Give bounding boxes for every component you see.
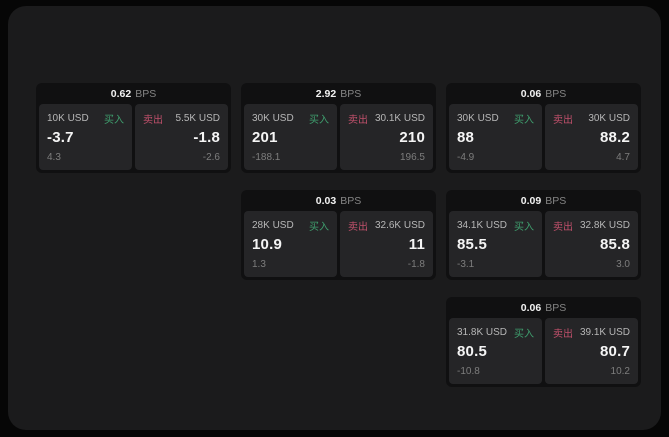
buy-size: 34.1K USD xyxy=(457,220,508,231)
sell-delta: 4.7 xyxy=(616,152,630,163)
sell-panel[interactable]: 卖出 30.1K USD 210 196.5 xyxy=(340,104,433,170)
bps-header: 0.06 BPS xyxy=(446,297,641,317)
sell-panel[interactable]: 卖出 5.5K USD -1.8 -2.6 xyxy=(135,104,228,170)
sell-panel[interactable]: 卖出 30K USD 88.2 4.7 xyxy=(545,104,638,170)
buy-panel[interactable]: 30K USD 买入 88 -4.9 xyxy=(449,104,542,170)
sell-price: -1.8 xyxy=(193,129,220,146)
buy-price: 85.5 xyxy=(457,236,487,253)
quote-card: 0.06 BPS 30K USD 买入 88 -4.9 卖出 30K USD xyxy=(446,83,641,173)
sell-price: 88.2 xyxy=(600,129,630,146)
sell-delta: -2.6 xyxy=(202,152,220,163)
bps-value: 0.06 xyxy=(520,302,542,314)
quote-card: 0.09 BPS 34.1K USD 买入 85.5 -3.1 卖出 32.8K… xyxy=(446,190,641,280)
buy-size: 30K USD xyxy=(252,113,294,124)
bps-header: 0.06 BPS xyxy=(446,83,641,103)
quote-card: 0.06 BPS 31.8K USD 买入 80.5 -10.8 卖出 39.1… xyxy=(446,297,641,387)
sell-panel[interactable]: 卖出 32.8K USD 85.8 3.0 xyxy=(545,211,638,277)
sell-size: 30.1K USD xyxy=(374,113,425,124)
sell-size: 5.5K USD xyxy=(175,113,220,124)
bps-unit-label: BPS xyxy=(545,88,567,100)
buy-panel[interactable]: 10K USD 买入 -3.7 4.3 xyxy=(39,104,132,170)
sell-price: 80.7 xyxy=(600,343,630,360)
quote-panels: 31.8K USD 买入 80.5 -10.8 卖出 39.1K USD 80.… xyxy=(446,317,641,387)
buy-price: 10.9 xyxy=(252,236,282,253)
bps-unit-label: BPS xyxy=(135,88,157,100)
app-surface: 0.62 BPS 10K USD 买入 -3.7 4.3 卖出 5.5K USD xyxy=(8,6,661,430)
buy-side-label: 买入 xyxy=(309,222,329,233)
buy-side-label: 买入 xyxy=(104,115,124,126)
sell-side-label: 卖出 xyxy=(553,329,573,340)
quote-panels: 34.1K USD 买入 85.5 -3.1 卖出 32.8K USD 85.8… xyxy=(446,210,641,280)
buy-side-label: 买入 xyxy=(514,222,534,233)
buy-size: 30K USD xyxy=(457,113,499,124)
buy-side-label: 买入 xyxy=(514,329,534,340)
buy-delta: 4.3 xyxy=(47,152,61,163)
buy-side-label: 买入 xyxy=(514,115,534,126)
sell-size: 30K USD xyxy=(588,113,630,124)
sell-price: 85.8 xyxy=(600,236,630,253)
bps-value: 0.62 xyxy=(110,88,132,100)
sell-size: 39.1K USD xyxy=(579,327,630,338)
buy-price: 88 xyxy=(457,129,475,146)
bps-unit-label: BPS xyxy=(340,88,362,100)
buy-delta: -10.8 xyxy=(457,366,480,377)
quote-card: 0.03 BPS 28K USD 买入 10.9 1.3 卖出 32.6K US… xyxy=(241,190,436,280)
quote-cards-grid: 0.62 BPS 10K USD 买入 -3.7 4.3 卖出 5.5K USD xyxy=(36,83,641,387)
sell-delta: -1.8 xyxy=(407,259,425,270)
buy-price: -3.7 xyxy=(47,129,74,146)
bps-value: 0.06 xyxy=(520,88,542,100)
sell-side-label: 卖出 xyxy=(348,222,368,233)
buy-delta: 1.3 xyxy=(252,259,266,270)
quote-panels: 30K USD 买入 88 -4.9 卖出 30K USD 88.2 4.7 xyxy=(446,103,641,173)
bps-value: 0.09 xyxy=(520,195,542,207)
bps-header: 2.92 BPS xyxy=(241,83,436,103)
buy-panel[interactable]: 31.8K USD 买入 80.5 -10.8 xyxy=(449,318,542,384)
sell-price: 11 xyxy=(408,236,425,253)
bps-value: 0.03 xyxy=(315,195,337,207)
quote-panels: 30K USD 买入 201 -188.1 卖出 30.1K USD 210 1… xyxy=(241,103,436,173)
quote-panels: 28K USD 买入 10.9 1.3 卖出 32.6K USD 11 -1.8 xyxy=(241,210,436,280)
quote-card: 2.92 BPS 30K USD 买入 201 -188.1 卖出 30.1K … xyxy=(241,83,436,173)
buy-side-label: 买入 xyxy=(309,115,329,126)
sell-panel[interactable]: 卖出 32.6K USD 11 -1.8 xyxy=(340,211,433,277)
bps-unit-label: BPS xyxy=(545,302,567,314)
sell-price: 210 xyxy=(399,129,425,146)
bps-value: 2.92 xyxy=(315,88,337,100)
sell-side-label: 卖出 xyxy=(143,115,163,126)
bps-unit-label: BPS xyxy=(545,195,567,207)
sell-delta: 196.5 xyxy=(399,152,425,163)
buy-delta: -4.9 xyxy=(457,152,475,163)
buy-price: 80.5 xyxy=(457,343,487,360)
buy-panel[interactable]: 34.1K USD 买入 85.5 -3.1 xyxy=(449,211,542,277)
buy-delta: -3.1 xyxy=(457,259,475,270)
buy-size: 10K USD xyxy=(47,113,89,124)
quote-card: 0.62 BPS 10K USD 买入 -3.7 4.3 卖出 5.5K USD xyxy=(36,83,231,173)
bps-header: 0.03 BPS xyxy=(241,190,436,210)
sell-delta: 10.2 xyxy=(610,366,630,377)
sell-side-label: 卖出 xyxy=(553,115,573,126)
sell-size: 32.8K USD xyxy=(579,220,630,231)
buy-size: 28K USD xyxy=(252,220,294,231)
bps-header: 0.62 BPS xyxy=(36,83,231,103)
buy-panel[interactable]: 30K USD 买入 201 -188.1 xyxy=(244,104,337,170)
sell-delta: 3.0 xyxy=(616,259,630,270)
sell-panel[interactable]: 卖出 39.1K USD 80.7 10.2 xyxy=(545,318,638,384)
buy-panel[interactable]: 28K USD 买入 10.9 1.3 xyxy=(244,211,337,277)
buy-delta: -188.1 xyxy=(252,152,281,163)
bps-header: 0.09 BPS xyxy=(446,190,641,210)
sell-side-label: 卖出 xyxy=(348,115,368,126)
buy-price: 201 xyxy=(252,129,278,146)
sell-size: 32.6K USD xyxy=(374,220,425,231)
sell-side-label: 卖出 xyxy=(553,222,573,233)
buy-size: 31.8K USD xyxy=(457,327,508,338)
bps-unit-label: BPS xyxy=(340,195,362,207)
quote-panels: 10K USD 买入 -3.7 4.3 卖出 5.5K USD -1.8 -2.… xyxy=(36,103,231,173)
